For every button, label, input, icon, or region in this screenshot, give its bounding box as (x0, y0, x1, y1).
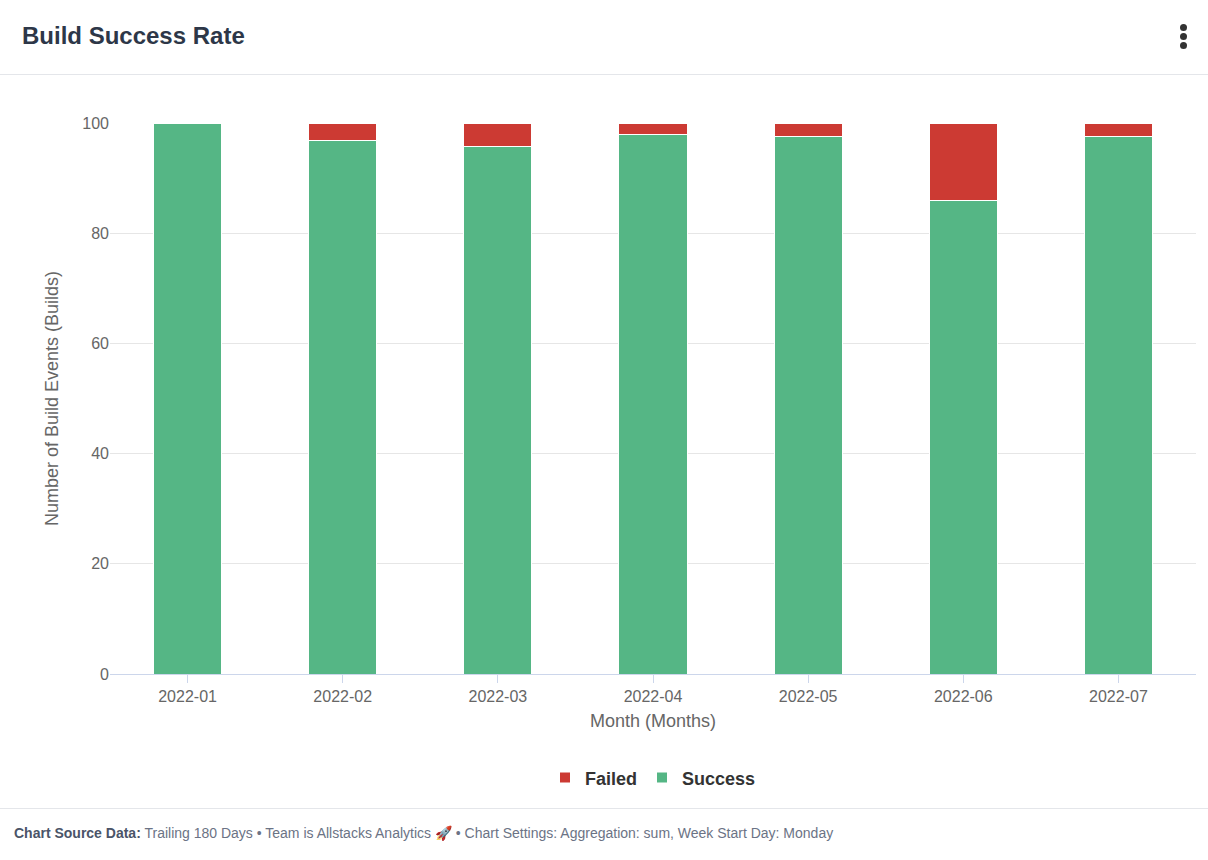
svg-text:2022-06: 2022-06 (934, 688, 993, 705)
svg-text:Failed: Failed (585, 769, 637, 789)
svg-text:40: 40 (91, 445, 109, 462)
svg-text:0: 0 (100, 666, 109, 683)
svg-text:2022-05: 2022-05 (779, 688, 838, 705)
svg-text:Number of Build Events (Builds: Number of Build Events (Builds) (42, 271, 62, 526)
svg-text:2022-01: 2022-01 (158, 688, 217, 705)
svg-text:Success: Success (682, 769, 755, 789)
svg-text:2022-04: 2022-04 (624, 688, 683, 705)
html-text:Build Success Rate: Build Success Rate (22, 22, 245, 49)
html-text:Chart Source Data: Trailing 18: Chart Source Data: Trailing 180 Days • T… (14, 825, 834, 841)
svg-text:100: 100 (82, 115, 109, 132)
svg-text:2022-02: 2022-02 (313, 688, 372, 705)
svg-text:80: 80 (91, 225, 109, 242)
svg-text:Month (Months): Month (Months) (590, 711, 716, 731)
svg-text:2022-03: 2022-03 (469, 688, 528, 705)
svg-text:60: 60 (91, 335, 109, 352)
svg-text:2022-07: 2022-07 (1089, 688, 1148, 705)
svg-text:20: 20 (91, 555, 109, 572)
